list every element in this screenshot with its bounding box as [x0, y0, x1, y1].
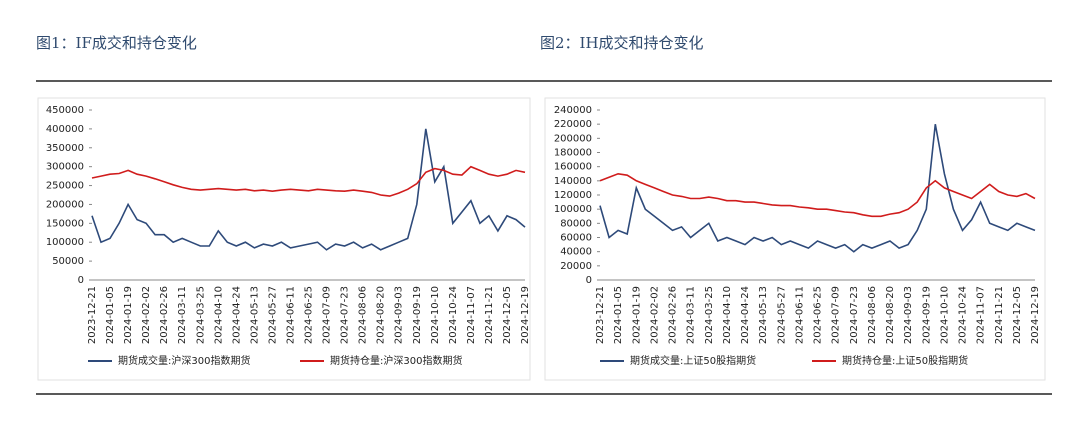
x-tick-label: 2024-03-11 [686, 286, 697, 344]
y-tick-label: 100000 [46, 237, 84, 248]
x-tick-label: 2024-05-27 [776, 286, 787, 344]
x-tick-label: 2024-02-02 [649, 286, 660, 344]
x-tick-label: 2024-10-24 [448, 286, 459, 344]
x-tick-label: 2023-12-21 [87, 286, 98, 344]
x-tick-label: 2024-09-19 [921, 286, 932, 344]
x-tick-label: 2024-01-05 [105, 286, 116, 344]
x-tick-label: 2024-01-19 [631, 286, 642, 344]
x-tick-label: 2024-04-10 [722, 286, 733, 344]
x-tick-label: 2024-11-21 [484, 286, 495, 344]
x-tick-label: 2024-08-06 [867, 286, 878, 344]
x-tick-label: 2024-07-09 [831, 286, 842, 344]
x-tick-label: 2024-09-03 [903, 286, 914, 344]
series-line [91, 128, 526, 251]
y-tick-label: 160000 [554, 162, 592, 173]
x-tick-label: 2024-06-11 [794, 286, 805, 344]
x-tick-label: 2024-04-24 [231, 286, 242, 344]
chart-frame [37, 97, 531, 381]
x-tick-label: 2024-07-23 [340, 286, 351, 344]
x-tick-label: 2024-03-25 [704, 286, 715, 344]
x-tick-label: 2024-06-11 [285, 286, 296, 344]
y-tick-label: 200000 [554, 133, 592, 144]
x-tick-label: 2024-07-23 [849, 286, 860, 344]
chart-frame [544, 97, 1046, 381]
x-tick-label: 2024-06-25 [304, 286, 315, 344]
x-tick-label: 2024-08-20 [376, 286, 387, 344]
figure-caption: 图1：IF成交和持仓变化 [36, 34, 197, 52]
x-tick-label: 2023-12-21 [595, 286, 606, 344]
series-line [599, 172, 1036, 218]
x-tick-label: 2024-02-26 [159, 286, 170, 344]
x-tick-label: 2024-06-25 [813, 286, 824, 344]
y-tick-label: 180000 [554, 148, 592, 159]
y-tick-label: 120000 [554, 190, 592, 201]
x-tick-label: 2024-07-09 [322, 286, 333, 344]
x-tick-label: 2024-05-13 [758, 286, 769, 344]
series-line [599, 124, 1036, 253]
x-tick-label: 2024-04-10 [213, 286, 224, 344]
x-tick-label: 2024-05-27 [267, 286, 278, 344]
x-tick-label: 2024-05-13 [249, 286, 260, 344]
x-tick-label: 2024-02-26 [668, 286, 679, 344]
y-tick-label: 50000 [52, 256, 84, 267]
y-tick-label: 450000 [46, 105, 84, 116]
legend-label: 期货持仓量:沪深300指数期货 [330, 354, 462, 367]
x-tick-label: 2024-10-10 [939, 286, 950, 344]
y-tick-label: 80000 [560, 218, 592, 229]
x-tick-label: 2024-11-07 [976, 286, 987, 344]
x-tick-label: 2024-12-19 [1030, 286, 1041, 344]
legend-label: 期货成交量:沪深300指数期货 [118, 354, 250, 367]
x-tick-label: 2024-08-06 [358, 286, 369, 344]
figure-caption: 图2：IH成交和持仓变化 [540, 34, 704, 52]
y-tick-label: 250000 [46, 181, 84, 192]
x-tick-label: 2024-04-24 [740, 286, 751, 344]
legend-label: 期货持仓量:上证50股指期货 [842, 354, 968, 367]
x-tick-label: 2024-11-07 [466, 286, 477, 344]
legend-label: 期货成交量:上证50股指期货 [630, 354, 756, 367]
x-tick-label: 2024-01-05 [613, 286, 624, 344]
x-tick-label: 2024-12-05 [1012, 286, 1023, 344]
y-tick-label: 300000 [46, 162, 84, 173]
x-tick-label: 2024-02-02 [141, 286, 152, 344]
x-tick-label: 2024-03-25 [195, 286, 206, 344]
y-tick-label: 200000 [46, 199, 84, 210]
x-tick-label: 2024-09-19 [412, 286, 423, 344]
y-tick-label: 100000 [554, 204, 592, 215]
x-tick-label: 2024-12-19 [520, 286, 531, 344]
x-tick-label: 2024-12-05 [502, 286, 513, 344]
x-tick-label: 2024-01-19 [123, 286, 134, 344]
x-tick-label: 2024-08-20 [885, 286, 896, 344]
y-tick-label: 220000 [554, 119, 592, 130]
y-tick-label: 400000 [46, 124, 84, 135]
y-tick-label: 20000 [560, 261, 592, 272]
y-tick-label: 0 [78, 275, 84, 286]
y-tick-label: 60000 [560, 233, 592, 244]
x-tick-label: 2024-10-24 [958, 286, 969, 344]
x-tick-label: 2024-03-11 [177, 286, 188, 344]
y-tick-label: 0 [586, 275, 592, 286]
x-tick-label: 2024-10-10 [430, 286, 441, 344]
y-tick-label: 150000 [46, 218, 84, 229]
x-tick-label: 2024-09-03 [394, 286, 405, 344]
y-tick-label: 350000 [46, 143, 84, 154]
y-tick-label: 40000 [560, 247, 592, 258]
y-tick-label: 240000 [554, 105, 592, 116]
series-line [91, 165, 526, 197]
y-tick-label: 140000 [554, 176, 592, 187]
x-tick-label: 2024-11-21 [994, 286, 1005, 344]
